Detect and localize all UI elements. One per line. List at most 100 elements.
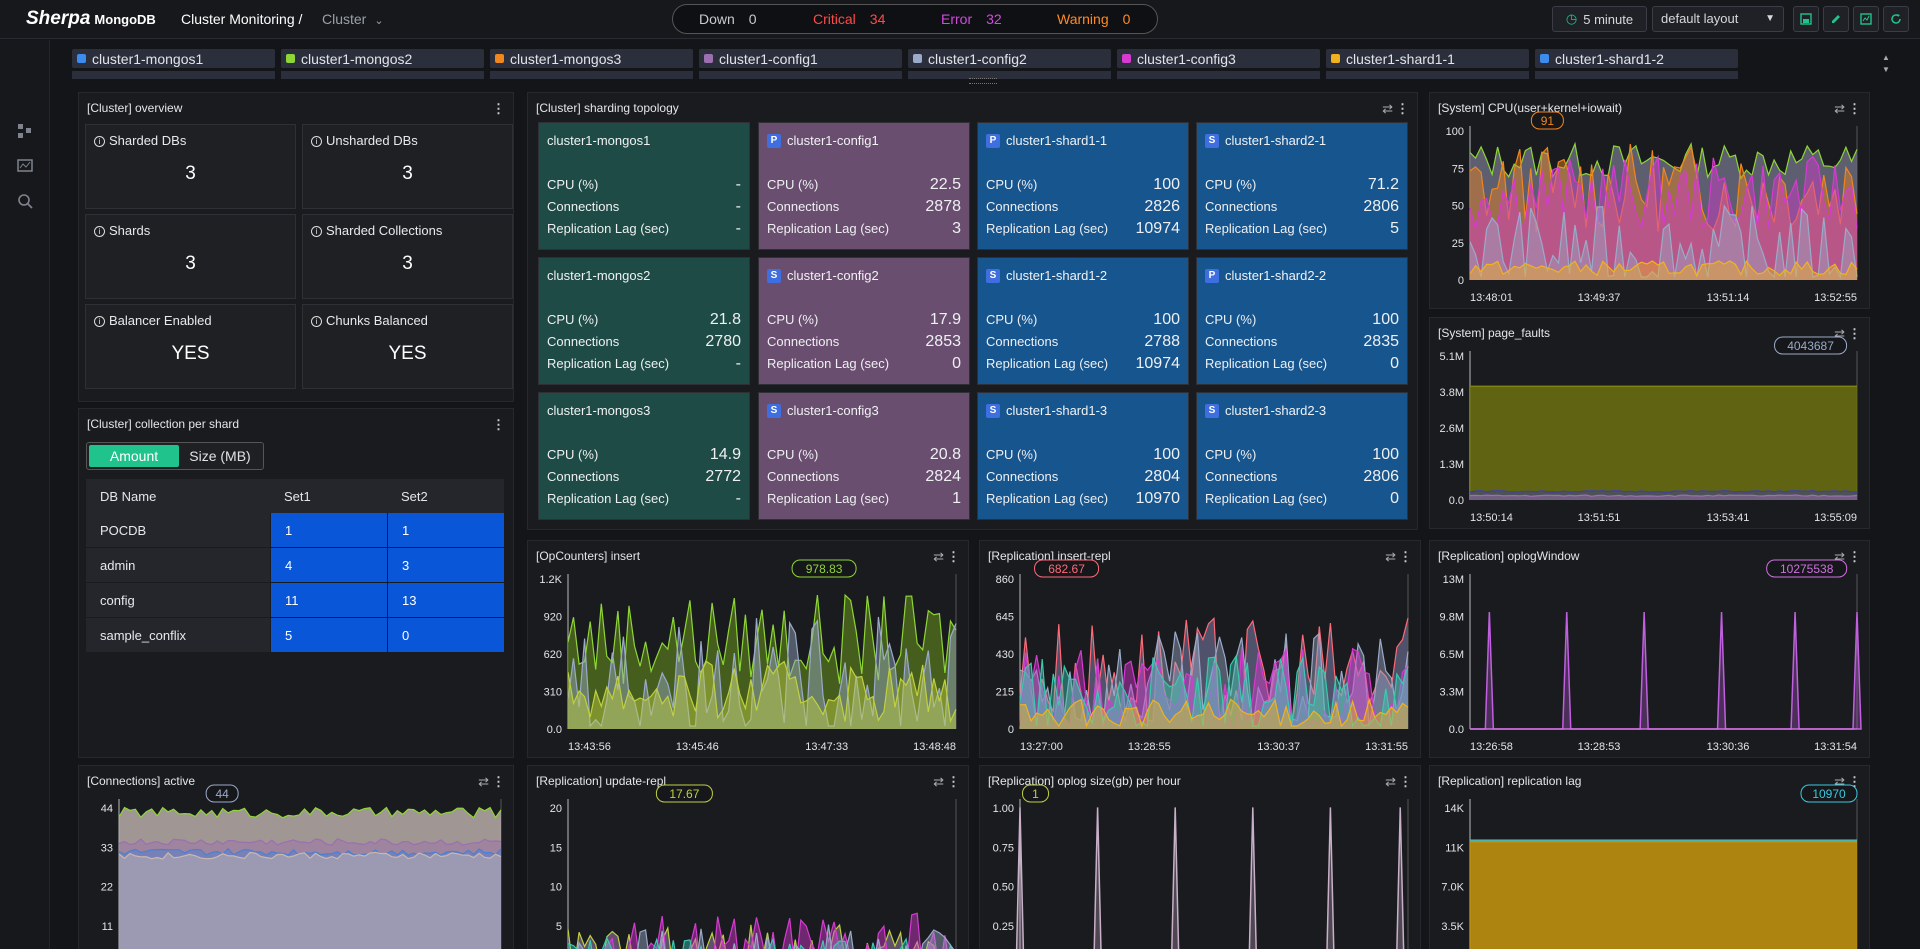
overview-panel: [Cluster] overview ⋮ i Sharded DBs 3 i Unsha… [78, 92, 514, 402]
chart-panel-conn: [Connections] active ⇄ ⋮ 44 33 22 11 44 [78, 765, 514, 949]
swap-icon[interactable]: ⇄ [1834, 101, 1845, 116]
more-icon[interactable]: ⋮ [1848, 549, 1861, 564]
y-tick-label: 1.3M [1440, 459, 1464, 471]
x-tick-label: 13:49:37 [1578, 292, 1621, 304]
save-layout-button[interactable] [1793, 6, 1819, 32]
node-tab[interactable]: cluster1-config2 [908, 49, 1111, 68]
series-line [1469, 259, 1858, 277]
metric-label: Connections [1205, 334, 1278, 349]
more-icon[interactable]: ⋮ [492, 101, 505, 116]
edit-layout-button[interactable] [1823, 6, 1849, 32]
node-tab-overflow [1117, 71, 1320, 79]
info-icon[interactable]: i [94, 316, 105, 327]
info-icon[interactable]: i [311, 136, 322, 147]
chart-svg: 20 15 10 5 17.67 [550, 784, 957, 949]
node-tab[interactable]: cluster1-config3 [1117, 49, 1320, 68]
node-tab-overflow [1535, 71, 1738, 79]
swap-icon[interactable]: ⇄ [1834, 774, 1845, 789]
logo[interactable]: Sherpa MongoDB [26, 8, 156, 32]
interval-select[interactable]: ◷ 5 minute [1552, 6, 1647, 32]
value-callout: 4043687 [1774, 336, 1848, 355]
status-critical[interactable]: Critical 34 [813, 11, 885, 27]
series-area [1470, 840, 1857, 949]
color-swatch-icon [1540, 54, 1549, 63]
panel-title: [Cluster] collection per shard [87, 417, 240, 431]
swap-icon[interactable]: ⇄ [1385, 774, 1396, 789]
status-down[interactable]: Down 0 [699, 11, 757, 27]
monitor-icon[interactable] [16, 157, 34, 175]
topology-node[interactable]: cluster1-mongos3 CPU (%) 14.9 Connections 27… [538, 392, 750, 520]
series-area [1470, 205, 1857, 280]
swap-icon[interactable]: ⇄ [933, 774, 944, 789]
more-icon[interactable]: ⋮ [1848, 326, 1861, 341]
status-summary[interactable]: Down 0 Critical 34 Error 32 Warning 0 [672, 4, 1158, 34]
info-icon[interactable]: i [311, 316, 322, 327]
metric-label: CPU (%) [1205, 312, 1257, 327]
y-tick-label: 0 [1458, 275, 1464, 287]
topology-icon[interactable] [16, 122, 34, 140]
more-icon[interactable]: ⋮ [1848, 101, 1861, 116]
more-icon[interactable]: ⋮ [492, 774, 505, 789]
topology-node[interactable]: cluster1-mongos1 CPU (%) - Connections - Repl… [538, 122, 750, 250]
series-line [1019, 654, 1409, 728]
more-icon[interactable]: ⋮ [947, 549, 960, 564]
node-name-text: cluster1-mongos1 [547, 133, 651, 148]
swap-icon[interactable]: ⇄ [1385, 549, 1396, 564]
y-tick-label: 10 [550, 882, 562, 894]
more-icon[interactable]: ⋮ [1396, 101, 1409, 116]
more-icon[interactable]: ⋮ [492, 417, 505, 432]
metric-row: CPU (%) 100 [986, 176, 1180, 194]
amount-size-toggle[interactable]: Amount Size (MB) [86, 442, 264, 470]
node-tab[interactable]: cluster1-mongos1 [72, 49, 275, 68]
node-tab[interactable]: cluster1-shard1-1 [1326, 49, 1529, 68]
node-tab[interactable]: cluster1-mongos3 [490, 49, 693, 68]
card-value: 3 [185, 163, 196, 184]
node-tab[interactable]: cluster1-mongos2 [281, 49, 484, 68]
more-icon[interactable]: ⋮ [1399, 774, 1412, 789]
breadcrumb[interactable]: Cluster Monitoring / [181, 11, 303, 27]
more-icon[interactable]: ⋮ [947, 774, 960, 789]
metric-value: 2804 [1144, 468, 1180, 485]
scrollbar[interactable]: ▲ ▼ [1882, 53, 1890, 74]
search-icon[interactable] [16, 192, 34, 210]
cluster-dropdown[interactable]: Cluster ⌄ [322, 11, 384, 27]
metric-value: 100 [1372, 446, 1399, 463]
status-warning[interactable]: Warning 0 [1057, 11, 1130, 27]
swap-icon[interactable]: ⇄ [933, 549, 944, 564]
add-chart-button[interactable] [1853, 6, 1879, 32]
layout-select[interactable]: default layout ▼ [1652, 6, 1784, 32]
y-tick-label: 11K [1445, 842, 1464, 854]
swap-icon[interactable]: ⇄ [1382, 101, 1393, 116]
toggle-amount[interactable]: Amount [89, 445, 179, 467]
resize-handle[interactable] [969, 78, 997, 84]
info-icon[interactable]: i [94, 226, 105, 237]
info-icon[interactable]: i [94, 136, 105, 147]
more-icon[interactable]: ⋮ [1399, 549, 1412, 564]
metric-value: 22.5 [929, 176, 961, 193]
swap-icon[interactable]: ⇄ [478, 774, 489, 789]
topology-node[interactable]: cluster1-mongos2 CPU (%) 21.8 Connections 27… [538, 257, 750, 385]
refresh-button[interactable] [1883, 6, 1909, 32]
node-tab[interactable]: cluster1-shard1-2 [1535, 49, 1738, 68]
chart-svg: 13M 9.8M 6.5M 3.3M 0.0 13:26:58 13:28:53 13:30:… [1440, 559, 1862, 753]
status-error[interactable]: Error 32 [941, 11, 1002, 27]
swap-icon[interactable]: ⇄ [1834, 326, 1845, 341]
toggle-size[interactable]: Size (MB) [189, 448, 251, 464]
series-line [1469, 204, 1858, 279]
info-icon[interactable]: i [311, 226, 322, 237]
swap-icon[interactable]: ⇄ [1834, 549, 1845, 564]
node-tab[interactable]: cluster1-config1 [699, 49, 902, 68]
chart-svg: 860 645 430 215 0 13:27:00 13:28:55 13:30:37 13:… [996, 559, 1409, 753]
card-label: i Chunks Balanced [311, 313, 428, 328]
chart-svg: 44 33 22 11 44 [101, 784, 502, 949]
card-label-text: Sharded Collections [326, 223, 443, 238]
